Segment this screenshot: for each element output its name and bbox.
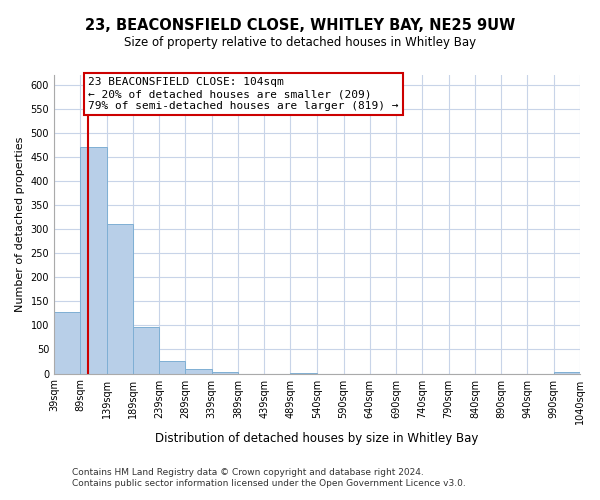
Text: Contains HM Land Registry data © Crown copyright and database right 2024.
Contai: Contains HM Land Registry data © Crown c… — [72, 468, 466, 487]
X-axis label: Distribution of detached houses by size in Whitley Bay: Distribution of detached houses by size … — [155, 432, 479, 445]
Bar — [133, 328, 159, 374]
Text: 23 BEACONSFIELD CLOSE: 104sqm
← 20% of detached houses are smaller (209)
79% of : 23 BEACONSFIELD CLOSE: 104sqm ← 20% of d… — [88, 78, 398, 110]
Bar — [185, 368, 212, 374]
Y-axis label: Number of detached properties: Number of detached properties — [15, 136, 25, 312]
Bar — [54, 312, 80, 374]
Bar — [107, 224, 133, 374]
Bar — [290, 372, 317, 374]
Text: 23, BEACONSFIELD CLOSE, WHITLEY BAY, NE25 9UW: 23, BEACONSFIELD CLOSE, WHITLEY BAY, NE2… — [85, 18, 515, 32]
Bar — [212, 372, 238, 374]
Bar — [554, 372, 580, 374]
Text: Size of property relative to detached houses in Whitley Bay: Size of property relative to detached ho… — [124, 36, 476, 49]
Bar — [159, 360, 185, 374]
Bar — [80, 147, 107, 374]
